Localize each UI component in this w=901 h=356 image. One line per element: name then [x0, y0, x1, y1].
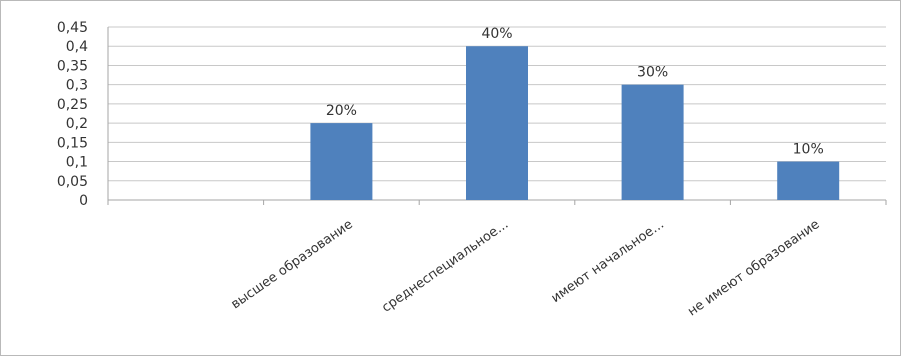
y-tick-label: 0,45 — [57, 20, 88, 36]
bar — [310, 123, 373, 200]
bar — [621, 84, 684, 200]
y-tick-label: 0,2 — [66, 116, 88, 132]
y-tick-label: 0,35 — [57, 58, 88, 74]
y-tick-label: 0,3 — [66, 78, 88, 94]
y-tick-label: 0 — [79, 193, 88, 209]
data-label: 30% — [637, 65, 668, 81]
x-category-label: высшее образование — [229, 217, 356, 312]
bar — [777, 161, 840, 200]
data-label: 40% — [481, 26, 512, 42]
x-category-label: не имеют образование — [685, 217, 822, 319]
y-tick-label: 0,15 — [57, 135, 88, 151]
data-label: 10% — [793, 142, 824, 158]
x-category-label: имеют начальное... — [549, 217, 667, 306]
y-tick-label: 0,25 — [57, 97, 88, 113]
y-tick-label: 0,1 — [66, 155, 88, 171]
bar — [466, 46, 528, 200]
x-category-label: среднеспециальное... — [379, 217, 511, 316]
data-label: 20% — [326, 103, 357, 119]
y-tick-label: 0,4 — [66, 39, 88, 55]
y-tick-label: 0,05 — [57, 174, 88, 190]
